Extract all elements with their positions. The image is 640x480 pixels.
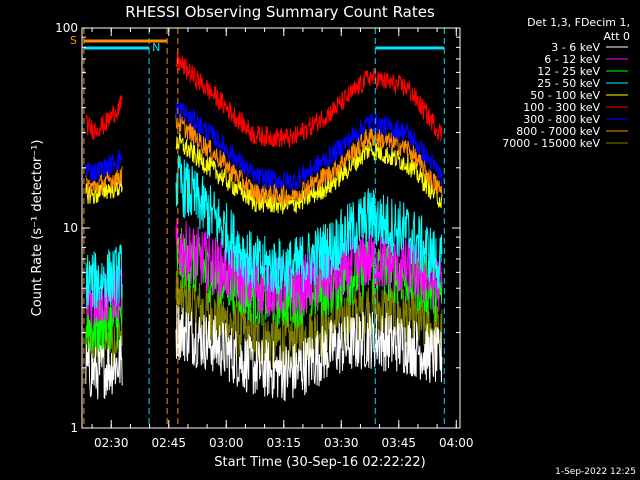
y-axis-label: Count Rate (s⁻¹ detector⁻¹) (30, 140, 45, 317)
x-tick-label: 02:45 (151, 436, 186, 450)
series-line-3 (85, 154, 443, 310)
saa-label: S (70, 34, 77, 47)
legend-label: 7000 - 15000 keV (502, 137, 600, 150)
y-tick-label: 1 (70, 421, 78, 435)
x-axis-label: Start Time (30-Sep-16 02:22:22) (214, 455, 425, 470)
legend-label: 800 - 7000 keV (516, 125, 600, 138)
y-tick-label: 10 (63, 221, 78, 235)
legend-label: 100 - 300 keV (523, 101, 600, 114)
legend-header-line-2: Att 0 (604, 30, 630, 43)
series-line-6 (85, 100, 443, 192)
x-tick-label: 02:30 (94, 436, 129, 450)
series-line-5 (85, 52, 443, 149)
legend-header-line-1: Det 1,3, FDecim 1, (527, 16, 630, 29)
legend-label: 50 - 100 keV (530, 89, 600, 102)
footer-date: 1-Sep-2022 12:25 (555, 467, 636, 477)
x-tick-label: 03:15 (266, 436, 301, 450)
plot-area: SN (70, 28, 445, 428)
series-line-4 (85, 131, 443, 215)
legend-label: 12 - 25 keV (537, 65, 600, 78)
series-line-0 (85, 304, 443, 402)
x-tick-label: 03:30 (324, 436, 359, 450)
y-tick-label: 100 (55, 21, 78, 35)
legend-label: 300 - 800 keV (523, 113, 600, 126)
legend-label: 6 - 12 keV (544, 53, 600, 66)
axes: 1 10 100 02:30 02:45 03:00 03:15 03:30 03:45 04:0… (55, 21, 473, 450)
x-tick-label: 04:00 (439, 436, 474, 450)
night-label: N (152, 41, 160, 54)
chart-title: RHESSI Observing Summary Count Rates (125, 3, 435, 21)
x-tick-label: 03:45 (381, 436, 416, 450)
legend-label: 25 - 50 keV (537, 77, 600, 90)
x-tick-label: 03:00 (209, 436, 244, 450)
legend-label: 3 - 6 keV (551, 41, 600, 54)
